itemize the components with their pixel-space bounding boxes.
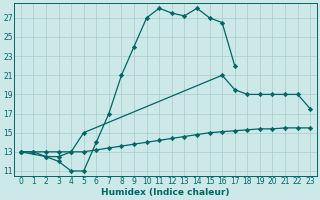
X-axis label: Humidex (Indice chaleur): Humidex (Indice chaleur) <box>101 188 230 197</box>
